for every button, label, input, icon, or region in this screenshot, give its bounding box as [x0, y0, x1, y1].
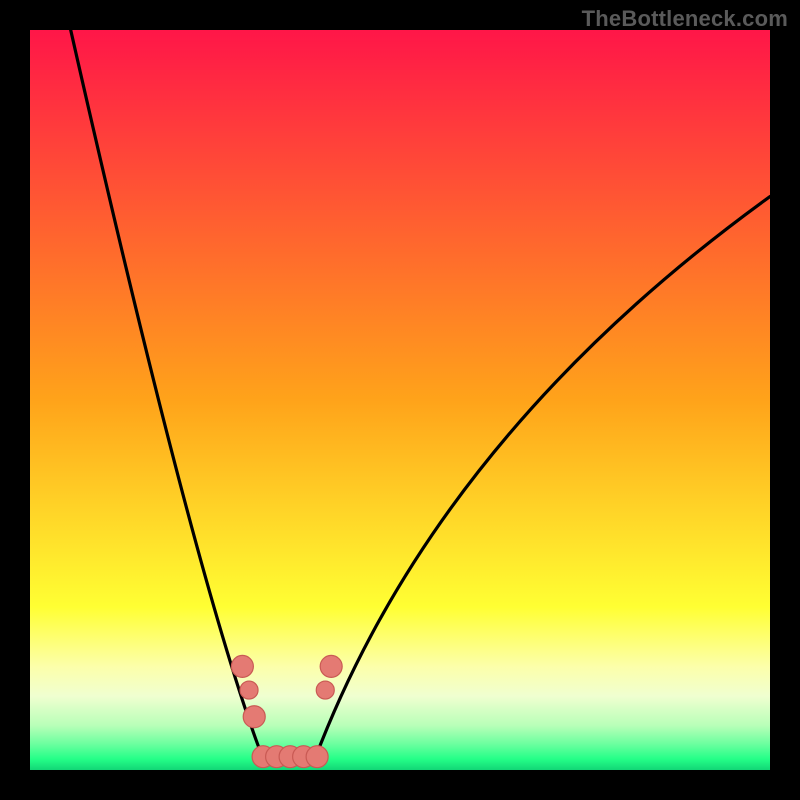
- bead-marker: [243, 706, 265, 728]
- watermark-text: TheBottleneck.com: [582, 6, 788, 32]
- bead-marker: [316, 681, 334, 699]
- chart-frame: TheBottleneck.com: [0, 0, 800, 800]
- bead-marker: [231, 655, 253, 677]
- plot-area: [30, 30, 770, 770]
- bead-marker: [240, 681, 258, 699]
- chart-svg: [30, 30, 770, 770]
- gradient-background: [30, 30, 770, 770]
- bead-marker: [320, 655, 342, 677]
- bead-marker: [306, 746, 328, 768]
